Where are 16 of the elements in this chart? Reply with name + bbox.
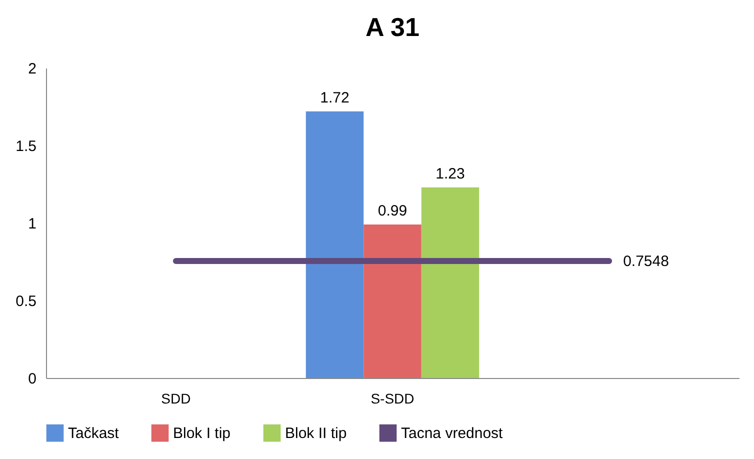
legend-label: Blok II tip — [285, 425, 347, 442]
x-tick-label: S-SDD — [370, 390, 414, 406]
data-label: 0.99 — [378, 202, 408, 220]
y-tick-label: 1 — [28, 216, 36, 232]
legend-label: Tačkast — [68, 425, 120, 442]
x-tick-label: SDD — [161, 390, 191, 406]
y-tick-label: 2 — [28, 60, 36, 78]
y-tick-label: 0 — [28, 370, 36, 388]
data-label: 0.7548 — [623, 253, 669, 270]
data-label: 1.23 — [436, 165, 465, 182]
data-label: 1.72 — [320, 89, 350, 106]
legend-label: Tacna vrednost — [401, 425, 504, 442]
chart-title: A 31 — [366, 12, 420, 42]
legend-label: Blok I tip — [173, 425, 231, 442]
y-tick-label: 1.5 — [16, 138, 36, 155]
y-tick-label: 0.5 — [16, 293, 36, 310]
